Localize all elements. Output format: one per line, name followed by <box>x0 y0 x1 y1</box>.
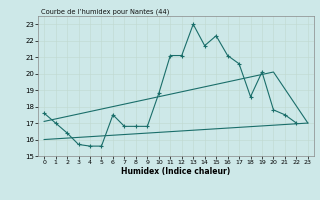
X-axis label: Humidex (Indice chaleur): Humidex (Indice chaleur) <box>121 167 231 176</box>
Text: Courbe de l’humidex pour Nantes (44): Courbe de l’humidex pour Nantes (44) <box>41 8 170 15</box>
